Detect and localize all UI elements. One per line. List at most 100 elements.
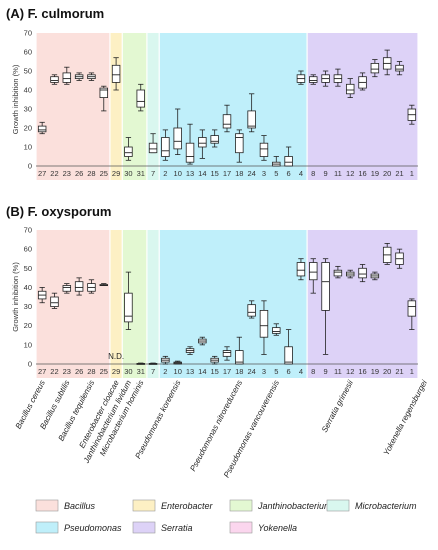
x-tick-label: 23 [63,169,71,178]
x-tick-label: 14 [198,169,206,178]
y-tick-label: 60 [24,245,32,254]
legend-swatch-pseudomonas [35,521,59,534]
y-tick-label: 50 [24,67,32,76]
x-tick-label: 30 [124,169,132,178]
x-tick-label: 21 [395,169,403,178]
x-tick-label: 18 [235,367,243,376]
x-tick-label: 3 [262,367,266,376]
x-tick-label: 6 [287,169,291,178]
x-tick-label: 25 [100,169,108,178]
legend-swatch-yokenella [229,521,253,534]
box [407,300,417,317]
y-tick-label: 10 [24,143,32,152]
genus-band-microbacterium [147,230,159,378]
box [62,72,72,83]
x-tick-label: 12 [346,169,354,178]
y-tick-label: 40 [24,283,32,292]
box [309,76,318,83]
x-tick-label: 14 [198,367,206,376]
box [358,267,367,279]
legend-label-microbacterium: Microbacterium [355,501,417,511]
x-tick-label: 16 [358,169,366,178]
box [185,142,195,163]
legend-label-serratia: Serratia [161,523,193,533]
box [124,146,133,157]
x-tick-label: 29 [112,367,120,376]
legend-swatch-bacillus [35,499,59,512]
x-tick-label: 20 [383,169,391,178]
legend-swatch-enterobacter [132,499,156,512]
box [198,137,207,148]
box [272,327,281,334]
x-tick-label: 7 [151,169,155,178]
box [161,137,170,157]
genus-band-microbacterium [147,33,159,180]
x-tick-label: 6 [287,367,291,376]
panel-a-culmorum: (A) F. culmorum 0 10 20 30 40 50 60 70 Growth in… [6,6,418,180]
x-tick-label: 4 [299,169,303,178]
x-tick-label: 8 [311,169,315,178]
x-tick-label: 18 [235,169,243,178]
x-tick-label: 24 [247,367,255,376]
y-axis-label: Growth inhibition (%) [11,262,20,332]
legend-label-enterobacter: Enterobacter [161,501,214,511]
genus-band-janthinobacterium [122,230,147,378]
box [284,346,293,365]
box [124,292,133,323]
y-tick-label: 20 [24,321,32,330]
x-tick-label: 2 [163,169,167,178]
box [370,63,380,74]
y-tick-label: 10 [24,340,32,349]
x-tick-label: 29 [112,169,120,178]
x-tick-label: 17 [223,169,231,178]
x-tick-label: 27 [38,169,46,178]
x-tick-label: 22 [50,367,58,376]
box [321,262,330,311]
x-tick-label: 19 [371,367,379,376]
x-tick-label: 31 [137,169,145,178]
x-tick-label: 10 [174,169,182,178]
y-tick-label: 70 [24,226,32,235]
x-tick-label: 26 [75,367,83,376]
x-tick-label: 24 [247,169,255,178]
legend-swatch-serratia [132,521,156,534]
panel-a-title: (A) F. culmorum [6,6,104,21]
x-tick-label: 1 [410,367,414,376]
y-tick-label: 50 [24,264,32,273]
x-tick-label: 5 [274,169,278,178]
x-tick-label: 22 [50,169,58,178]
box [136,89,145,108]
x-tick-label: 15 [211,169,219,178]
box [148,142,158,154]
x-tick-label: 25 [100,367,108,376]
x-tick-label: 19 [371,169,379,178]
box [50,76,59,83]
box [309,262,318,281]
legend-label-pseudomonas: Pseudomonas [64,523,122,533]
x-tick-label: 21 [395,367,403,376]
box [395,64,404,72]
box [111,64,121,83]
panel-b-oxysporum: (B) F. oxysporum 0 10 20 30 40 50 60 70 Growth i… [6,204,418,378]
x-tick-label: 16 [358,367,366,376]
box [74,281,84,292]
legend-label-yokenella: Yokenella [258,523,297,533]
genus-band-bacillus [36,33,110,180]
genus-band-serratia [307,33,418,180]
box [259,142,269,157]
x-tick-label: 10 [174,367,182,376]
genus-band-pseudomonas [159,230,307,378]
box [284,156,293,167]
y-tick-label: 0 [28,360,32,369]
genus-band-enterobacter [110,230,122,378]
box [173,127,182,150]
y-tick-label: 30 [24,302,32,311]
genus-band-pseudomonas [159,33,307,180]
legend: Bacillus Enterobacter Janthinobacterium Mic… [35,499,417,534]
x-tick-label: 30 [124,367,132,376]
genus-band-bacillus [36,230,110,378]
legend-label-bacillus: Bacillus [64,501,96,511]
legend-swatch-janthinobacterium [229,499,253,512]
